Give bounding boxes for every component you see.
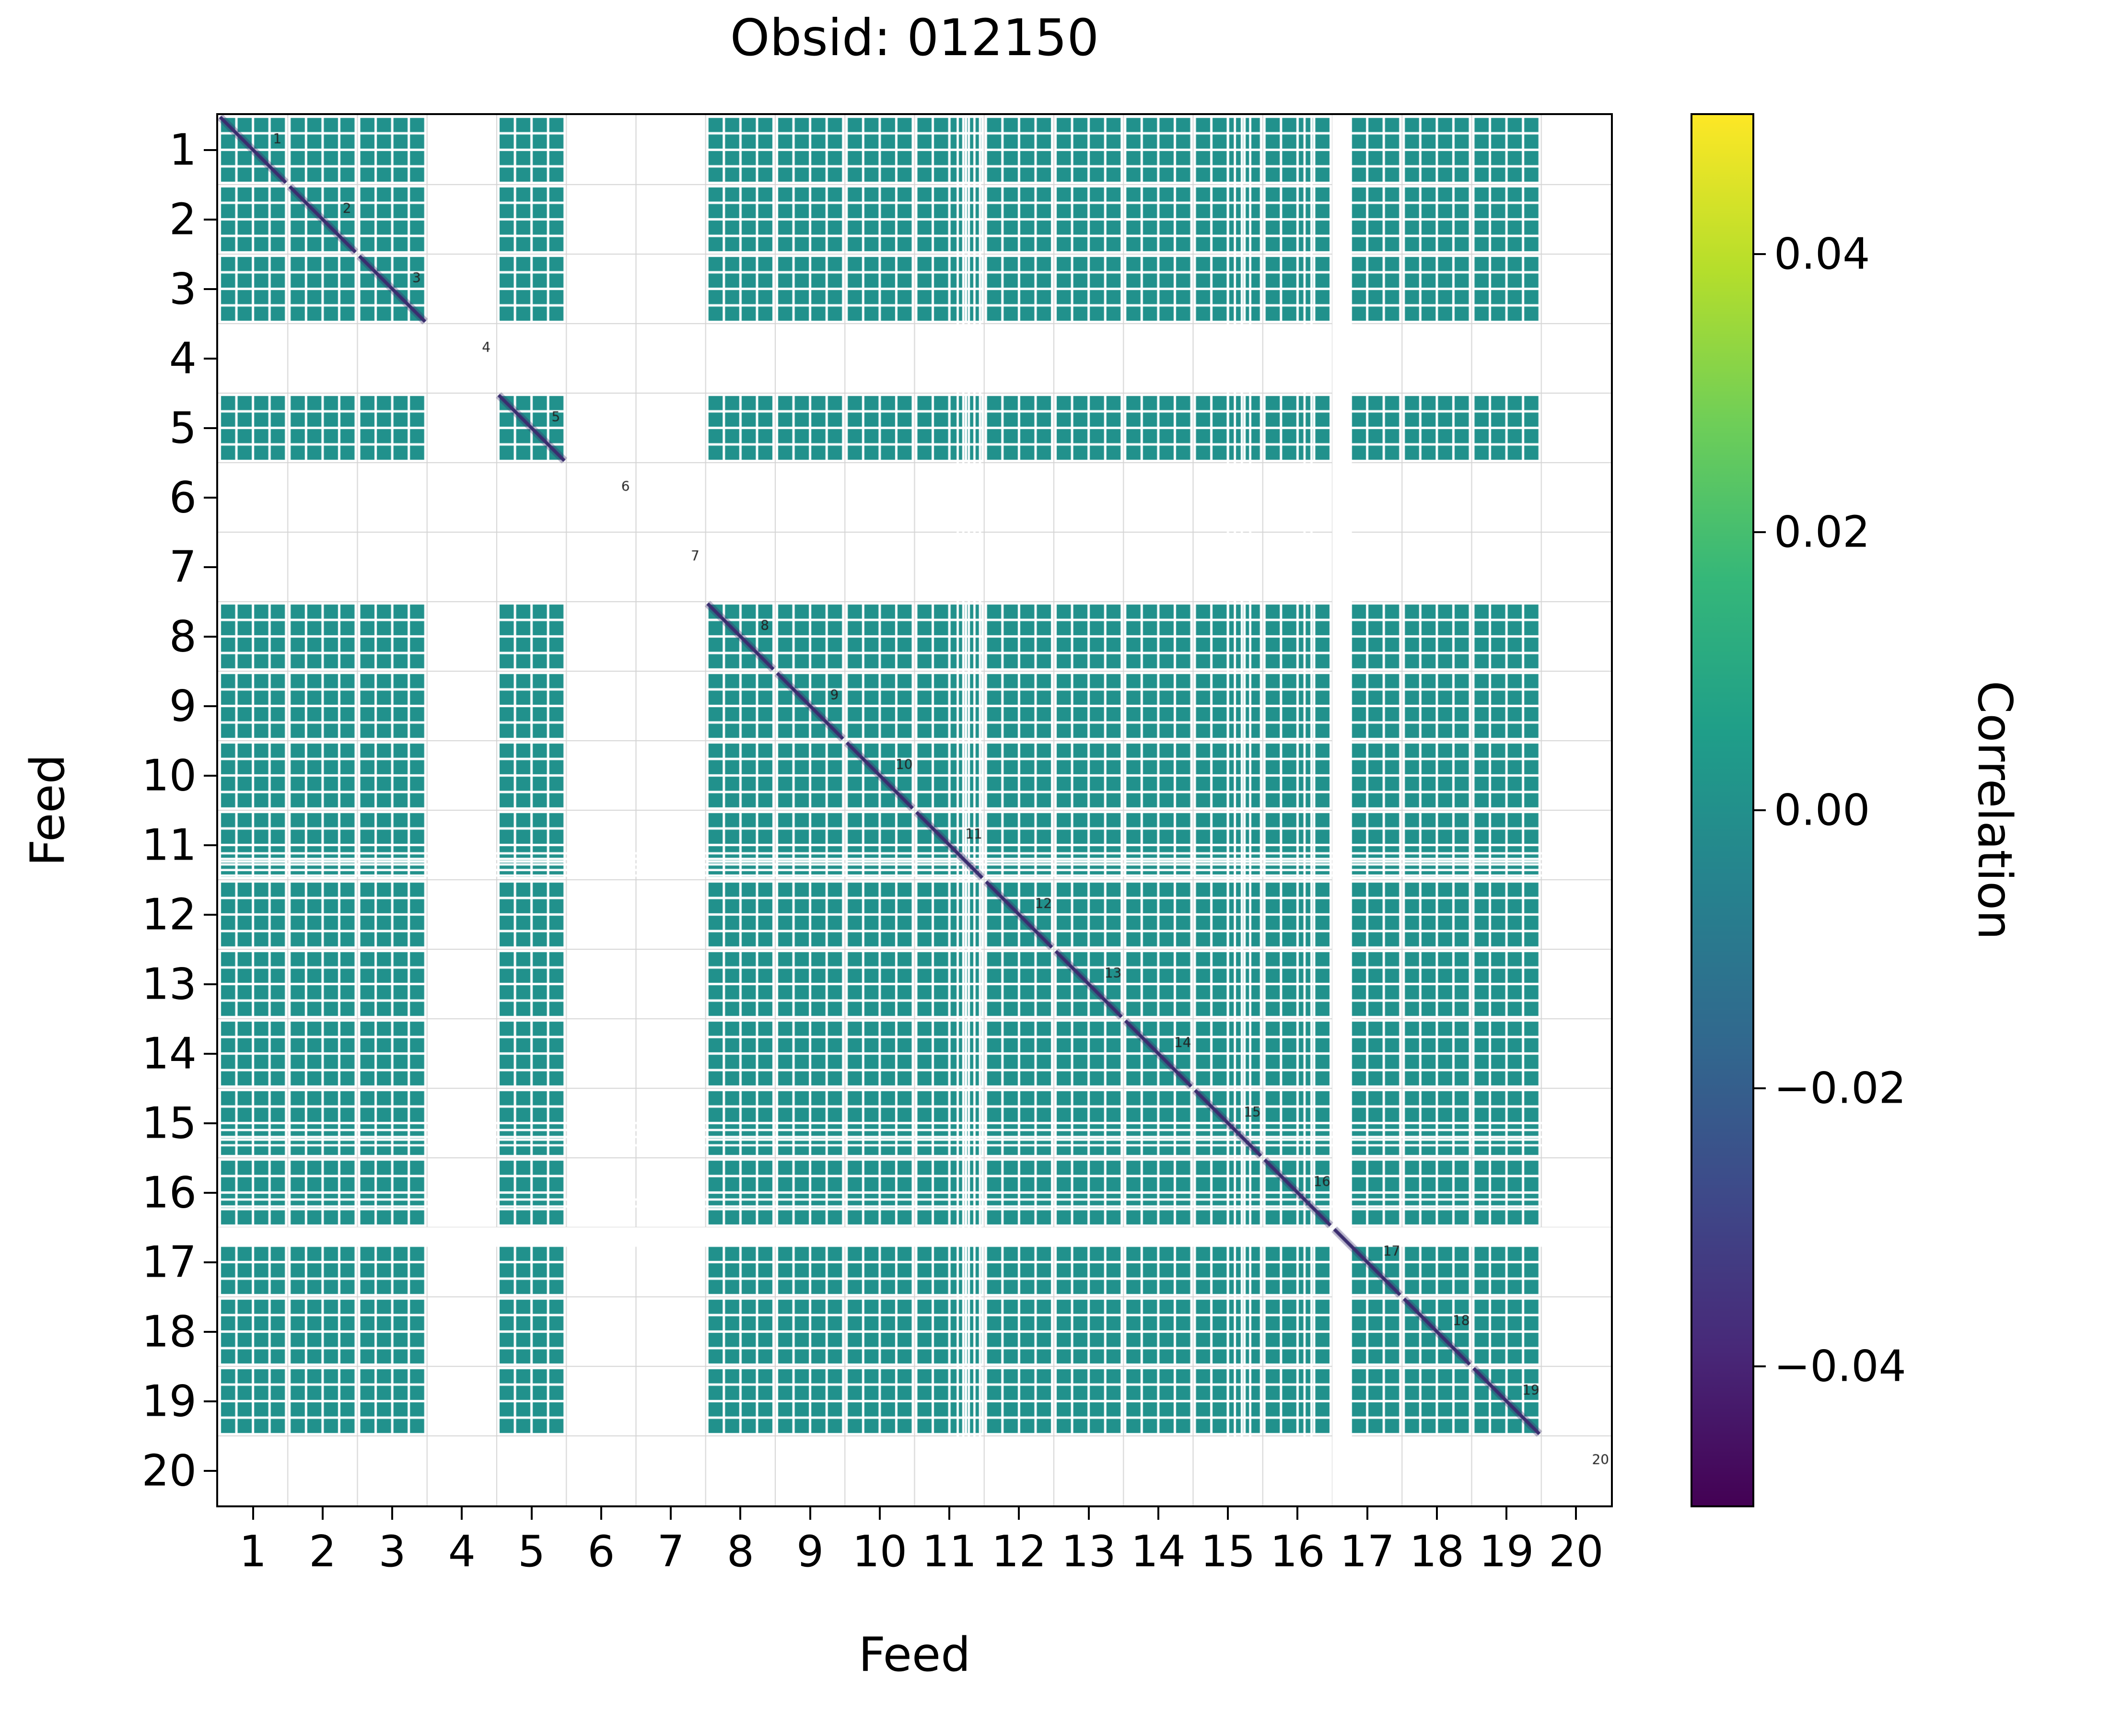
y-tick-label: 15	[141, 1098, 197, 1148]
x-tick-mark	[809, 1507, 811, 1520]
x-tick-label: 2	[309, 1526, 337, 1577]
colorbar-tick-label: 0.02	[1774, 507, 1870, 558]
colorbar-tick-label: −0.04	[1774, 1341, 1906, 1392]
x-tick-label: 19	[1479, 1526, 1534, 1577]
x-tick-label: 18	[1409, 1526, 1465, 1577]
x-tick-label: 11	[921, 1526, 977, 1577]
y-tick-mark	[204, 288, 216, 290]
y-tick-mark	[204, 844, 216, 846]
x-tick-label: 8	[726, 1526, 754, 1577]
y-tick-mark	[204, 635, 216, 638]
y-tick-mark	[204, 1191, 216, 1194]
x-tick-mark	[878, 1507, 881, 1520]
colorbar-tick-mark	[1752, 1087, 1766, 1089]
y-tick-label: 8	[169, 611, 197, 662]
y-tick-label: 13	[141, 959, 197, 1009]
y-tick-mark	[204, 566, 216, 568]
y-tick-label: 4	[169, 333, 197, 384]
x-tick-label: 9	[796, 1526, 824, 1577]
x-tick-label: 20	[1549, 1526, 1604, 1577]
x-tick-mark	[1018, 1507, 1020, 1520]
y-tick-label: 10	[141, 750, 197, 801]
y-tick-mark	[204, 149, 216, 151]
y-tick-mark	[204, 218, 216, 221]
colorbar	[1691, 113, 1754, 1507]
colorbar-tick-mark	[1752, 531, 1766, 533]
x-tick-mark	[600, 1507, 602, 1520]
y-tick-mark	[204, 1261, 216, 1263]
x-tick-mark	[1435, 1507, 1438, 1520]
y-tick-mark	[204, 357, 216, 360]
y-tick-mark	[204, 1052, 216, 1055]
colorbar-label: Correlation	[1967, 680, 2022, 940]
x-tick-mark	[739, 1507, 742, 1520]
y-tick-label: 19	[141, 1376, 197, 1426]
y-tick-label: 1	[169, 125, 197, 175]
x-tick-mark	[1366, 1507, 1368, 1520]
x-tick-mark	[1505, 1507, 1508, 1520]
y-tick-mark	[204, 1330, 216, 1333]
y-tick-label: 18	[141, 1306, 197, 1357]
colorbar-tick-mark	[1752, 809, 1766, 811]
x-axis-label: Feed	[858, 1628, 971, 1682]
y-tick-label: 11	[141, 820, 197, 870]
colorbar-tick-label: −0.02	[1774, 1063, 1906, 1114]
colorbar-tick-mark	[1752, 253, 1766, 255]
x-tick-mark	[670, 1507, 672, 1520]
y-tick-label: 14	[141, 1028, 197, 1079]
x-tick-mark	[1157, 1507, 1159, 1520]
x-tick-label: 3	[378, 1526, 406, 1577]
x-tick-label: 15	[1200, 1526, 1256, 1577]
y-tick-label: 2	[169, 194, 197, 245]
y-tick-mark	[204, 983, 216, 985]
y-tick-mark	[204, 774, 216, 777]
y-axis-label: Feed	[21, 754, 75, 866]
x-tick-label: 1	[239, 1526, 267, 1577]
x-tick-label: 12	[991, 1526, 1047, 1577]
heatmap-canvas	[218, 115, 1611, 1505]
colorbar-gradient	[1692, 115, 1752, 1505]
y-tick-label: 3	[169, 264, 197, 314]
x-tick-mark	[530, 1507, 533, 1520]
x-tick-label: 7	[657, 1526, 685, 1577]
y-tick-mark	[204, 1469, 216, 1472]
y-tick-mark	[204, 496, 216, 499]
x-tick-mark	[461, 1507, 463, 1520]
x-tick-label: 14	[1131, 1526, 1186, 1577]
y-tick-label: 9	[169, 681, 197, 731]
x-tick-mark	[1227, 1507, 1229, 1520]
heatmap-plot	[216, 113, 1613, 1507]
y-tick-label: 20	[141, 1445, 197, 1496]
y-tick-label: 5	[169, 403, 197, 453]
x-tick-mark	[1087, 1507, 1090, 1520]
y-tick-mark	[204, 427, 216, 429]
colorbar-tick-label: 0.04	[1774, 229, 1870, 280]
x-tick-label: 6	[587, 1526, 615, 1577]
y-tick-label: 7	[169, 542, 197, 592]
x-tick-label: 13	[1061, 1526, 1116, 1577]
x-tick-mark	[1575, 1507, 1577, 1520]
x-tick-mark	[1296, 1507, 1299, 1520]
colorbar-tick-mark	[1752, 1365, 1766, 1367]
x-tick-label: 16	[1270, 1526, 1325, 1577]
x-tick-mark	[252, 1507, 254, 1520]
x-tick-mark	[948, 1507, 951, 1520]
x-tick-mark	[321, 1507, 324, 1520]
x-tick-mark	[391, 1507, 394, 1520]
y-tick-label: 17	[141, 1237, 197, 1287]
x-tick-label: 17	[1340, 1526, 1395, 1577]
y-tick-mark	[204, 913, 216, 916]
y-tick-label: 16	[141, 1167, 197, 1218]
x-tick-label: 4	[448, 1526, 476, 1577]
x-tick-label: 5	[517, 1526, 546, 1577]
y-tick-label: 6	[169, 472, 197, 523]
colorbar-tick-label: 0.00	[1774, 785, 1870, 836]
x-tick-label: 10	[852, 1526, 908, 1577]
y-tick-mark	[204, 1122, 216, 1124]
y-tick-mark	[204, 1400, 216, 1402]
y-tick-label: 12	[141, 889, 197, 940]
chart-title: Obsid: 012150	[730, 9, 1099, 67]
y-tick-mark	[204, 705, 216, 707]
